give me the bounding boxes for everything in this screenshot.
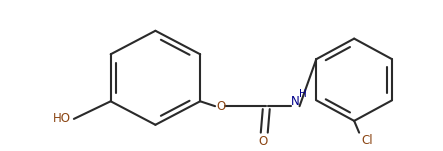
Text: HO: HO <box>53 112 71 125</box>
Text: Cl: Cl <box>361 134 373 147</box>
Text: O: O <box>217 100 225 113</box>
Text: H: H <box>299 89 307 99</box>
Text: N: N <box>291 95 300 108</box>
Text: O: O <box>258 135 268 148</box>
